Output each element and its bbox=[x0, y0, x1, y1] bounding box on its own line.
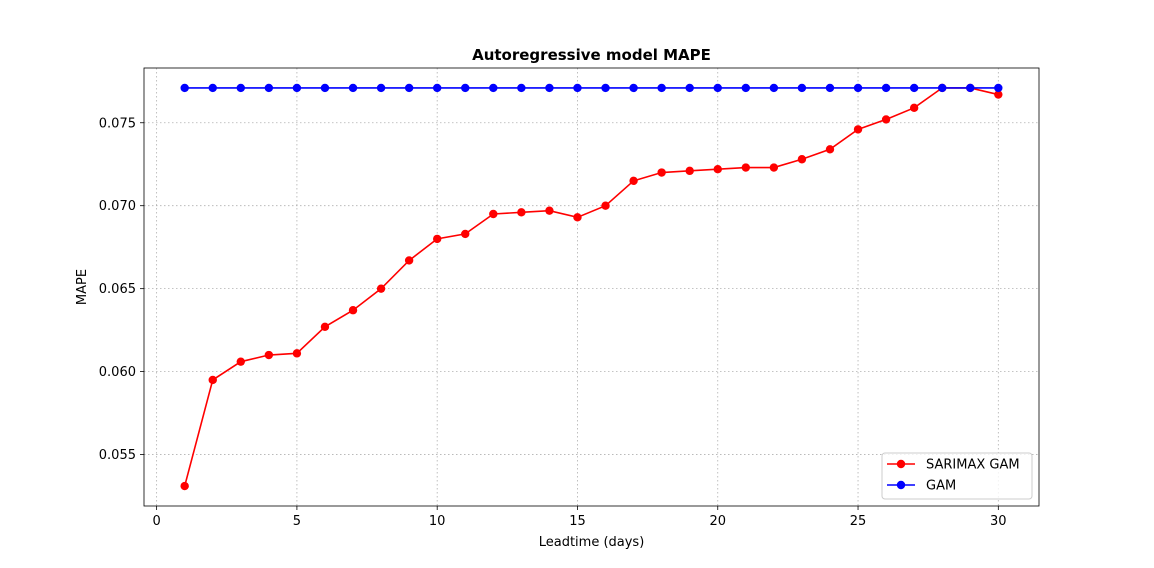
data-point-gam bbox=[853, 83, 863, 93]
x-axis-label: Leadtime (days) bbox=[539, 535, 645, 550]
data-point-gam bbox=[881, 83, 891, 93]
y-tick-label: 0.055 bbox=[99, 448, 136, 463]
legend-marker-sarimax-gam bbox=[896, 459, 906, 469]
data-point-sarimax-gam bbox=[517, 208, 526, 217]
data-point-sarimax-gam bbox=[404, 256, 414, 265]
data-point-gam bbox=[264, 83, 274, 93]
data-point-sarimax-gam bbox=[320, 322, 330, 332]
data-point-gam bbox=[601, 83, 610, 93]
data-point-sarimax-gam bbox=[545, 206, 554, 215]
data-point-gam bbox=[404, 83, 414, 93]
data-point-sarimax-gam bbox=[461, 229, 470, 239]
data-point-gam bbox=[376, 83, 386, 93]
data-point-gam bbox=[208, 83, 217, 93]
data-point-gam bbox=[461, 83, 470, 93]
x-tick-label: 10 bbox=[429, 514, 446, 529]
data-point-sarimax-gam bbox=[797, 155, 807, 164]
data-point-gam bbox=[966, 83, 975, 93]
data-point-sarimax-gam bbox=[741, 163, 751, 172]
data-point-sarimax-gam bbox=[825, 145, 835, 154]
data-point-gam bbox=[657, 83, 666, 93]
data-point-gam bbox=[769, 83, 779, 93]
data-point-gam bbox=[236, 83, 245, 93]
y-tick-label: 0.065 bbox=[99, 282, 136, 297]
data-point-sarimax-gam bbox=[769, 163, 779, 172]
data-point-gam bbox=[825, 83, 835, 93]
x-tick-label: 30 bbox=[990, 514, 1007, 529]
chart-title: Autoregressive model MAPE bbox=[472, 46, 711, 64]
legend-label-gam: GAM bbox=[926, 479, 956, 494]
data-point-gam bbox=[489, 83, 498, 93]
plot-area-frame bbox=[143, 67, 1040, 507]
y-axis-label: MAPE bbox=[75, 269, 90, 305]
series-gam bbox=[180, 83, 1003, 93]
data-point-sarimax-gam bbox=[685, 166, 694, 176]
data-point-sarimax-gam bbox=[264, 350, 274, 360]
data-point-sarimax-gam bbox=[432, 234, 442, 244]
y-tick-label: 0.060 bbox=[99, 365, 136, 380]
x-tick-label: 5 bbox=[293, 514, 301, 529]
data-point-gam bbox=[994, 83, 1003, 93]
legend-frame bbox=[881, 452, 1033, 500]
legend-entry-gam: GAM bbox=[887, 479, 956, 494]
series-sarimax-gam bbox=[180, 83, 1003, 491]
x-tick-label: 0 bbox=[152, 514, 160, 529]
data-point-sarimax-gam bbox=[881, 115, 891, 124]
x-tick-label: 20 bbox=[709, 514, 726, 529]
series-line-sarimax-gam bbox=[183, 87, 999, 487]
data-point-gam bbox=[432, 83, 442, 93]
data-point-sarimax-gam bbox=[292, 349, 302, 358]
data-point-gam bbox=[545, 83, 554, 93]
data-point-gam bbox=[685, 83, 694, 93]
data-point-gam bbox=[292, 83, 302, 93]
data-point-sarimax-gam bbox=[629, 176, 638, 186]
data-point-sarimax-gam bbox=[601, 201, 610, 210]
x-tick-label: 25 bbox=[850, 514, 867, 529]
data-point-sarimax-gam bbox=[573, 213, 582, 222]
grid bbox=[144, 68, 1039, 506]
axis-ticks: 0 5 10 15 20 25 30 0.055 0.060 0.065 0.070 0.075 bbox=[99, 116, 1007, 529]
data-point-sarimax-gam bbox=[909, 103, 919, 113]
legend-entry-sarimax-gam: SARIMAX GAM bbox=[887, 458, 1020, 473]
x-tick-label: 15 bbox=[569, 514, 586, 529]
data-point-gam bbox=[573, 83, 582, 93]
data-point-sarimax-gam bbox=[489, 209, 498, 219]
data-point-sarimax-gam bbox=[376, 284, 386, 293]
data-point-gam bbox=[741, 83, 751, 93]
data-point-gam bbox=[629, 83, 638, 93]
data-point-gam bbox=[713, 83, 722, 93]
y-tick-label: 0.070 bbox=[99, 199, 136, 214]
legend-label-sarimax-gam: SARIMAX GAM bbox=[926, 458, 1020, 473]
data-point-sarimax-gam bbox=[180, 481, 189, 491]
data-point-gam bbox=[909, 83, 919, 93]
y-tick-label: 0.075 bbox=[99, 116, 136, 131]
data-point-gam bbox=[517, 83, 526, 93]
legend: SARIMAX GAM GAM bbox=[881, 452, 1033, 500]
data-point-sarimax-gam bbox=[853, 125, 863, 134]
data-point-gam bbox=[348, 83, 358, 93]
data-point-sarimax-gam bbox=[657, 168, 666, 177]
data-point-gam bbox=[938, 83, 947, 93]
data-point-gam bbox=[320, 83, 330, 93]
data-point-gam bbox=[180, 83, 189, 93]
data-point-sarimax-gam bbox=[713, 165, 722, 174]
series-layer bbox=[180, 83, 1003, 491]
data-point-gam bbox=[797, 83, 807, 93]
legend-marker-gam bbox=[896, 480, 906, 490]
data-point-sarimax-gam bbox=[348, 306, 358, 315]
data-point-sarimax-gam bbox=[208, 375, 217, 385]
data-point-sarimax-gam bbox=[994, 90, 1003, 99]
data-point-sarimax-gam bbox=[236, 357, 245, 366]
